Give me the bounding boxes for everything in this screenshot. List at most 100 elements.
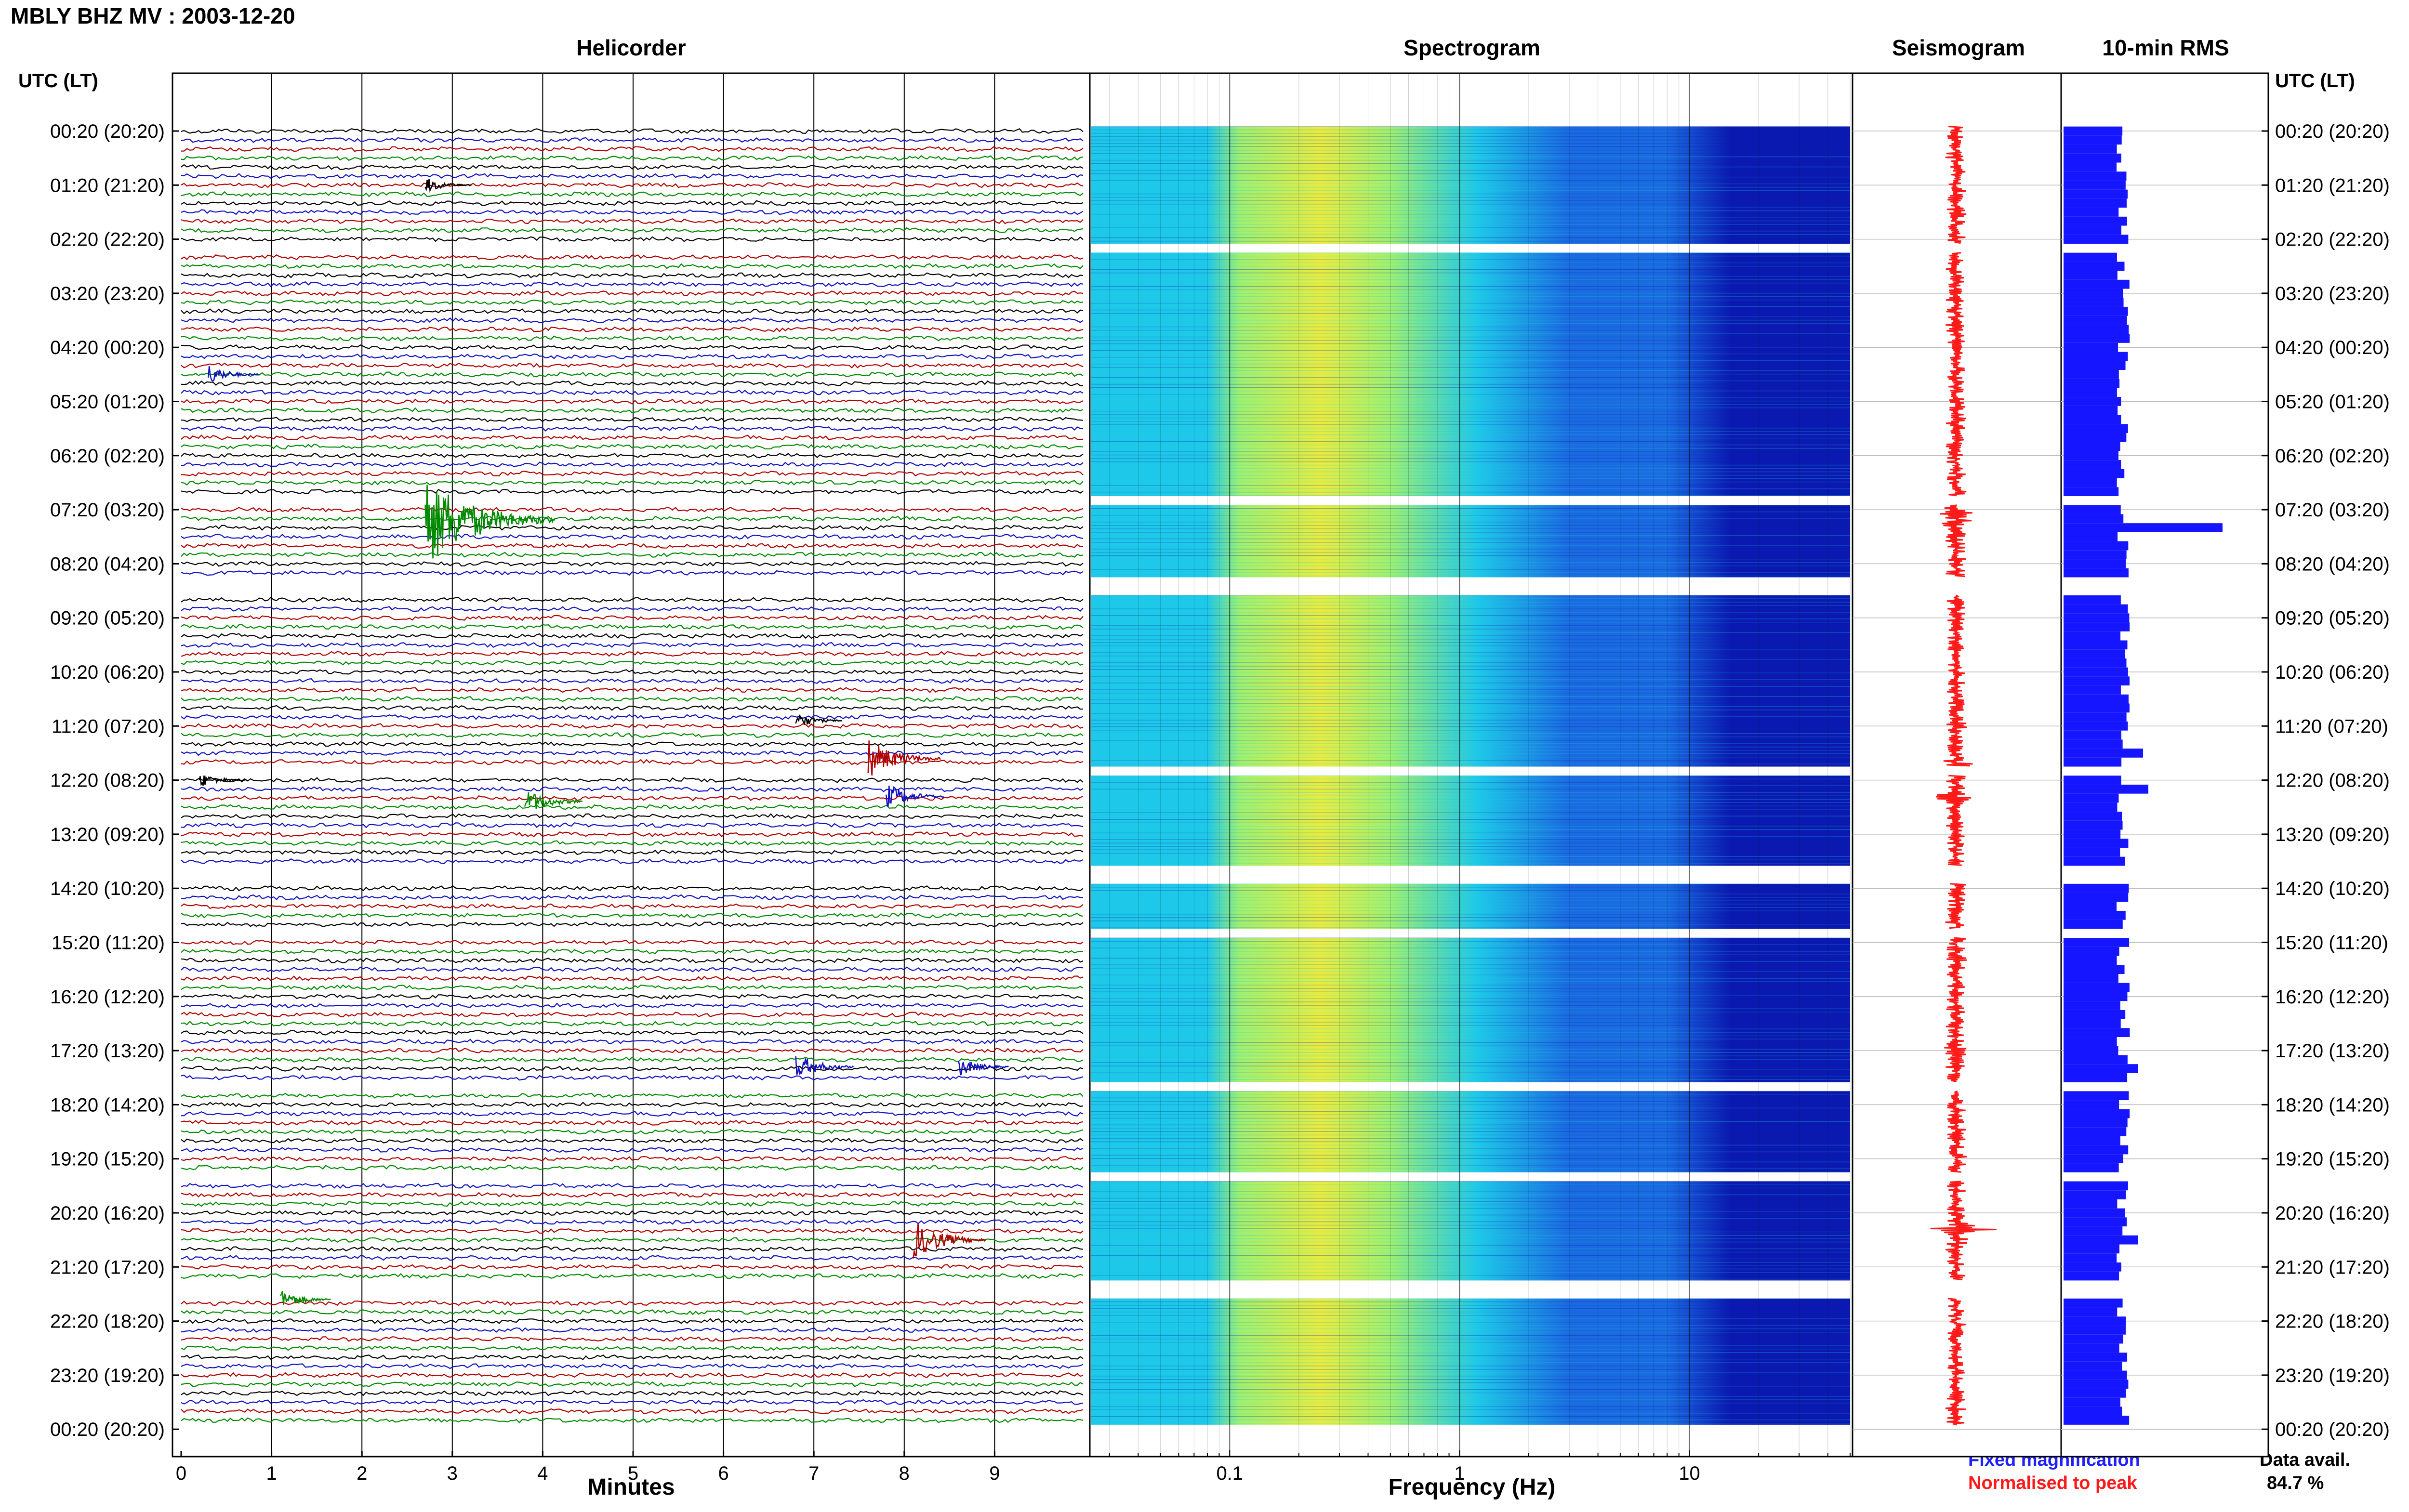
- helicorder-trace: [181, 542, 1084, 549]
- helicorder-event: [208, 366, 259, 382]
- rms-bar: [2064, 298, 2124, 307]
- rms-panel: 00:20 (20:20) 01:20 (21:20) 02:20 (22:20) 0…: [2060, 72, 2390, 1458]
- rms-bar: [2064, 1370, 2127, 1380]
- helicorder-trace: [181, 515, 1084, 522]
- helicorder-tick-label: 7: [808, 1463, 819, 1484]
- spectrogram-panel: 0.1 1 10: [1089, 72, 1853, 1484]
- helicorder-trace: [181, 804, 1084, 810]
- rms-bar: [2064, 902, 2117, 911]
- helicorder-trace: [181, 1102, 1084, 1108]
- helicorder-trace: [181, 822, 1084, 828]
- helicorder-trace: [181, 948, 1084, 955]
- rms-bar: [2064, 153, 2121, 163]
- rms-bar: [2064, 469, 2125, 478]
- rms-bar: [2064, 1064, 2138, 1073]
- rms-bar: [2064, 1343, 2119, 1353]
- helicorder-trace: [181, 326, 1084, 332]
- helicorder-trace: [181, 660, 1084, 666]
- helicorder-trace: [181, 921, 1084, 927]
- helicorder-trace: [181, 416, 1084, 423]
- rms-bar: [2064, 487, 2119, 497]
- helicorder-trace: [181, 840, 1084, 847]
- rms-bar: [2064, 640, 2128, 650]
- seismogram-trace: [1936, 775, 1972, 866]
- helicorder-trace: [181, 1047, 1084, 1054]
- helicorder-xlabel: Minutes: [587, 1474, 675, 1500]
- rms-bar: [2064, 171, 2127, 181]
- rms-bar: [2064, 784, 2148, 794]
- rms-bar: [2064, 1136, 2120, 1145]
- time-label-left: 15:20 (11:20): [52, 933, 165, 954]
- rms-bar: [2064, 1353, 2128, 1362]
- rms-bar: [2064, 1226, 2123, 1236]
- rms-bar: [2064, 820, 2123, 830]
- rms-bar: [2064, 992, 2128, 1001]
- helicorder-trace: [181, 1146, 1084, 1153]
- spectrogram-tick-label: 0.1: [1216, 1463, 1243, 1484]
- time-label-right: 07:20 (03:20): [2275, 500, 2390, 521]
- rms-bar: [2064, 198, 2127, 208]
- helicorder-frame: [172, 72, 1091, 1458]
- helicorder-trace: [181, 1264, 1084, 1270]
- helicorder-trace: [181, 227, 1084, 233]
- helicorder-trace: [181, 290, 1084, 297]
- time-label-right: 16:20 (12:20): [2275, 986, 2390, 1008]
- rms-bar: [2064, 1145, 2129, 1155]
- rms-bar: [2064, 1380, 2129, 1389]
- rms-bar: [2064, 189, 2128, 199]
- helicorder-trace: [181, 831, 1084, 838]
- rms-bar: [2064, 1217, 2127, 1227]
- helicorder-tick-label: 0: [176, 1463, 186, 1484]
- helicorder-trace: [181, 389, 1084, 395]
- rms-bar: [2064, 235, 2129, 244]
- helicorder-trace: [181, 407, 1084, 414]
- time-label-left: 10:20 (06:20): [50, 662, 165, 683]
- rms-bar: [2064, 676, 2130, 686]
- helicorder-trace: [181, 128, 1084, 134]
- helicorder-trace: [181, 777, 1084, 783]
- helicorder-trace: [181, 317, 1084, 324]
- data-availability-value: 84.7 %: [2267, 1473, 2324, 1493]
- rms-bar: [2064, 703, 2130, 713]
- time-label-right: 23:20 (19:20): [2275, 1365, 2390, 1386]
- helicorder-trace: [181, 1002, 1084, 1009]
- rms-bar: [2064, 856, 2125, 866]
- rms-bar: [2064, 883, 2129, 893]
- rms-bar: [2064, 938, 2130, 947]
- spectrogram-band: [1091, 126, 1850, 244]
- time-label-left: 18:20 (14:20): [50, 1094, 165, 1116]
- rms-bar: [2064, 1073, 2128, 1082]
- rms-bar: [2064, 442, 2120, 451]
- rms-bar: [2064, 252, 2117, 262]
- helicorder-event: [867, 740, 941, 776]
- time-label-left: 16:20 (12:20): [50, 986, 165, 1008]
- rms-bar: [2064, 397, 2121, 406]
- rms-bar: [2064, 306, 2128, 316]
- helicorder-trace: [181, 732, 1084, 738]
- helicorder-trace: [181, 425, 1084, 432]
- rms-bar: [2064, 532, 2118, 541]
- rms-bar: [2064, 271, 2118, 280]
- rms-bar: [2064, 1298, 2123, 1308]
- rms-bar: [2064, 361, 2126, 370]
- helicorder-event: [424, 485, 556, 559]
- rms-bar: [2064, 1361, 2122, 1371]
- helicorder-trace: [181, 191, 1084, 197]
- rms-bar: [2064, 631, 2121, 641]
- helicorder-trace: [181, 254, 1084, 261]
- legend-normalised-to-peak: Normalised to peak: [1968, 1473, 2137, 1493]
- helicorder-trace: [181, 1092, 1084, 1099]
- helicorder-trace: [181, 1399, 1084, 1406]
- helicorder-trace: [181, 1336, 1084, 1342]
- helicorder-trace: [181, 705, 1084, 711]
- rms-bar: [2064, 649, 2125, 658]
- rms-bar: [2064, 180, 2126, 190]
- rms-bar: [2064, 776, 2121, 785]
- helicorder-trace: [181, 651, 1084, 657]
- helicorder-trace: [181, 596, 1084, 603]
- rms-bar: [2064, 1262, 2121, 1272]
- time-label-left: 11:20 (07:20): [52, 716, 165, 737]
- helicorder-trace: [181, 164, 1084, 171]
- helicorder-trace: [181, 1111, 1084, 1117]
- helicorder-trace: [181, 1255, 1084, 1261]
